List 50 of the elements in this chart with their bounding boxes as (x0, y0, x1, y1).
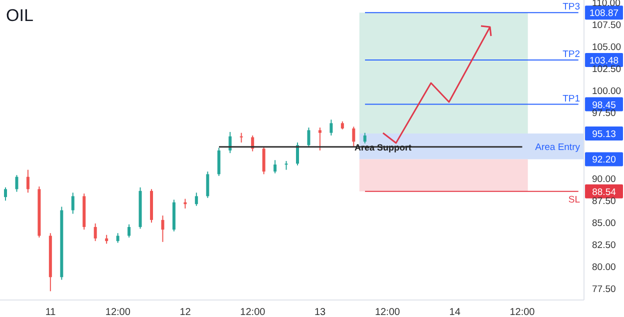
y-tick-label: 82.50 (592, 240, 616, 251)
candlestick (240, 132, 243, 144)
annotation: 95.13 (592, 128, 616, 140)
annotation: 103.48 (589, 56, 619, 66)
ref-line-label: SL (568, 194, 580, 206)
candlestick (284, 160, 288, 170)
candlestick (296, 142, 299, 166)
candlestick (217, 147, 220, 176)
x-tick-label: 14 (449, 307, 461, 317)
candlestick (15, 174, 18, 192)
annotation: 92.20 (592, 154, 616, 166)
candlestick (4, 186, 7, 202)
y-tick-label: 80.00 (592, 262, 616, 273)
y-tick-label: 85.00 (592, 218, 616, 229)
x-tick-label: 12 (180, 307, 192, 317)
candlestick (71, 192, 74, 214)
ref-line-label: TP3 (562, 2, 580, 13)
candlestick (262, 146, 266, 175)
x-tick-label: 11 (45, 307, 56, 317)
y-tick-label: 105.00 (592, 42, 622, 53)
ref-line-label: TP1 (562, 93, 580, 104)
y-tick-label: 107.50 (592, 20, 622, 32)
candlestick (330, 119, 333, 136)
y-tick-label: 87.50 (592, 196, 616, 207)
annotation: 108.87 (589, 8, 619, 20)
y-tick-label: 100.00 (592, 86, 622, 97)
candlestick (116, 232, 120, 244)
y-tick-label: 102.50 (592, 64, 622, 75)
candlestick (94, 222, 97, 242)
candlestick (363, 132, 366, 144)
x-tick-label: 12:00 (105, 307, 131, 317)
candlestick (307, 127, 310, 148)
x-tick-label: 12:00 (240, 307, 266, 317)
candlestick (352, 126, 356, 148)
x-tick-label: 12:00 (510, 307, 536, 317)
candlestick (161, 215, 164, 242)
y-tick-label: 90.00 (592, 174, 616, 185)
band-label: Area Entry (535, 142, 580, 153)
candlestick (26, 169, 30, 194)
x-tick-label: 13 (314, 307, 326, 317)
candlestick (274, 160, 277, 174)
candlestick (128, 224, 131, 238)
ref-line-label: TP2 (562, 49, 580, 60)
candlestick (206, 171, 210, 198)
y-tick-label: 77.50 (592, 284, 616, 295)
chart-title: OIL (6, 6, 34, 26)
x-tick-label: 12:00 (374, 307, 400, 317)
candlestick (194, 192, 198, 206)
annotation: 88.54 (592, 186, 616, 198)
candlestick (318, 127, 322, 151)
